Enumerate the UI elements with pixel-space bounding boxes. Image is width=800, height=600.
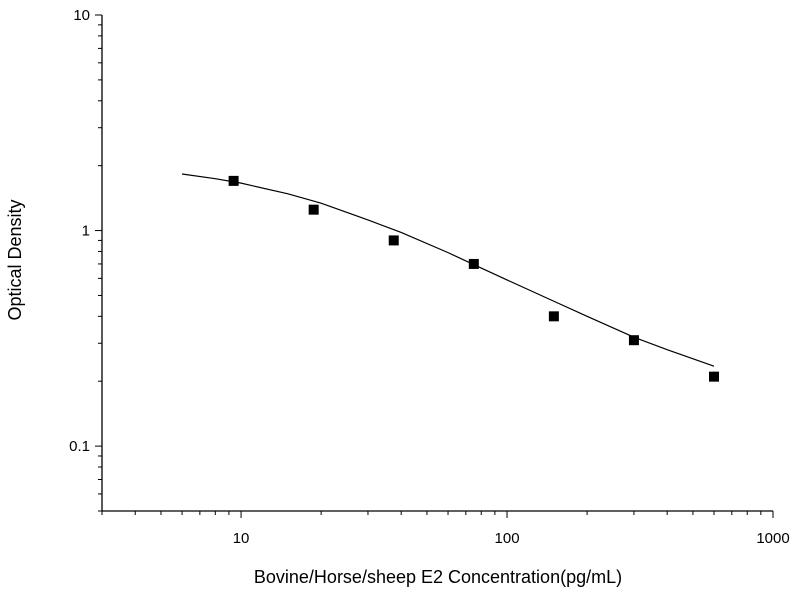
x-axis-title: Bovine/Horse/sheep E2 Concentration(pg/m… <box>254 567 622 587</box>
data-point <box>388 235 399 246</box>
data-point <box>468 258 479 269</box>
data-point <box>628 335 639 346</box>
data-point <box>308 204 319 215</box>
y-tick-label: 0.1 <box>69 438 90 455</box>
x-tick-label: 1000 <box>756 530 789 547</box>
y-tick-label: 10 <box>73 7 90 24</box>
axes <box>101 15 773 512</box>
x-tick-label: 10 <box>233 530 250 547</box>
data-point <box>228 175 239 186</box>
fit-curve <box>181 173 715 367</box>
x-tick-label: 100 <box>495 530 520 547</box>
data-point <box>708 371 719 382</box>
tick-labels: 10 100 1000 0.1 1 10 <box>69 7 790 547</box>
y-axis-title: Optical Density <box>5 199 25 320</box>
tick-marks <box>95 14 774 518</box>
data-points <box>228 175 719 382</box>
y-tick-label: 1 <box>82 223 90 240</box>
data-point <box>548 311 559 322</box>
